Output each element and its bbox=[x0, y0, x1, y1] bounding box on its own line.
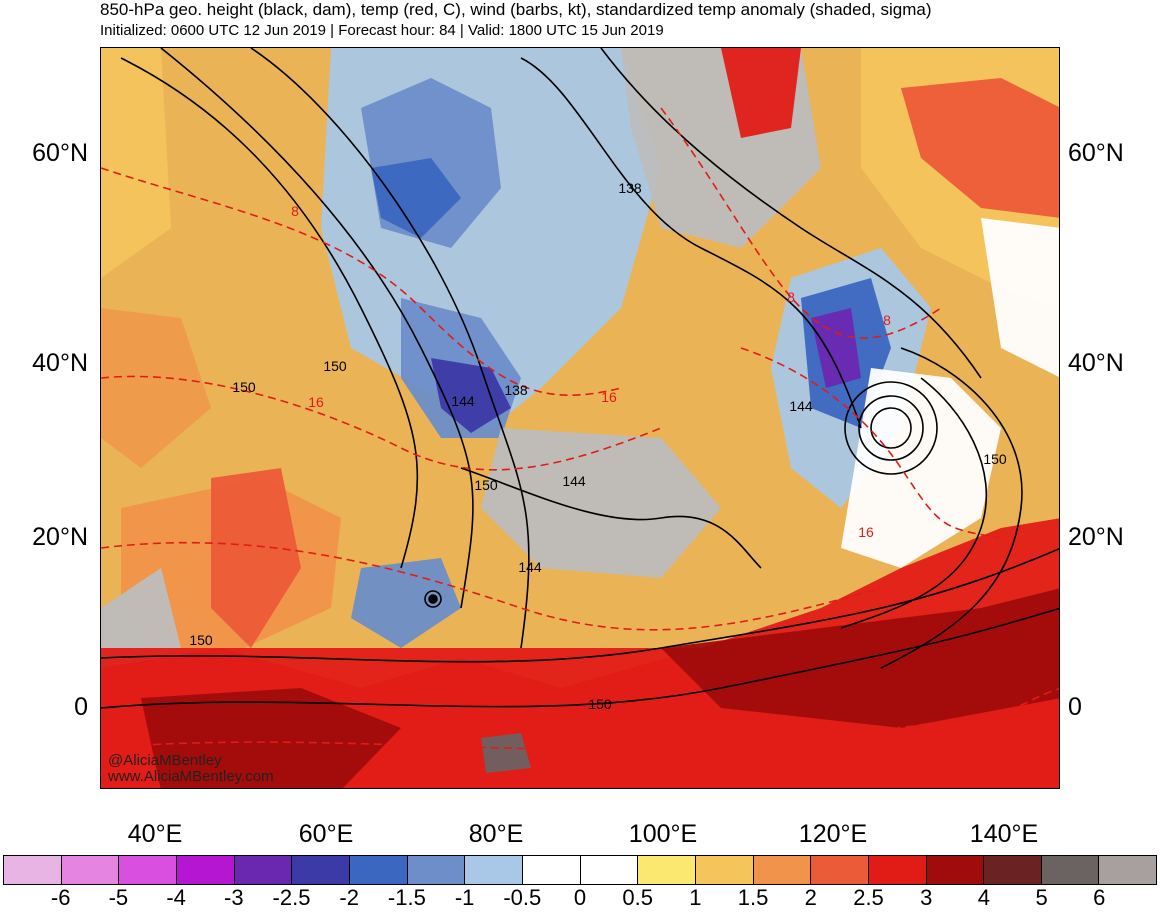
colorbar-label: 4 bbox=[977, 885, 991, 910]
colorbar-box bbox=[61, 856, 120, 884]
temp-contour-label: 16 bbox=[601, 389, 617, 405]
colorbar-box bbox=[753, 856, 812, 884]
lat-label: 60°N bbox=[32, 139, 88, 167]
lon-label: 80°E bbox=[468, 820, 524, 848]
colorbar-box bbox=[234, 856, 293, 884]
colorbar-box bbox=[465, 856, 523, 884]
colorbar-label: 2.5 bbox=[853, 885, 884, 910]
temp-contours bbox=[101, 107, 1059, 751]
height-contour-label: 150 bbox=[983, 451, 1007, 467]
anomaly-shading bbox=[101, 48, 1059, 788]
lat-label: 20°N bbox=[32, 523, 88, 551]
colorbar-label: -4 bbox=[166, 885, 186, 910]
colorbar-box bbox=[580, 856, 639, 884]
colorbar-box bbox=[695, 856, 754, 884]
colorbar-label: -1 bbox=[454, 885, 475, 910]
lat-label: 40°N bbox=[1068, 349, 1124, 377]
colorbar-label: 5 bbox=[1035, 885, 1048, 910]
height-contour-label: 144 bbox=[451, 393, 475, 409]
colorbar-label: 6 bbox=[1093, 885, 1106, 910]
temp-contour-label: 16 bbox=[858, 524, 874, 540]
colorbar-box bbox=[1041, 856, 1100, 884]
colorbar-label: 0 bbox=[573, 885, 587, 910]
colorbar-label: -6 bbox=[50, 885, 71, 910]
colorbar-label: -2.5 bbox=[272, 885, 311, 910]
colorbar-box bbox=[984, 856, 1042, 884]
height-contour-label: 138 bbox=[618, 180, 642, 196]
height-contour-label: 138 bbox=[504, 382, 528, 398]
temp-contour-label: 8 bbox=[291, 203, 299, 219]
colorbar-box bbox=[176, 856, 235, 884]
height-contour-label: 144 bbox=[789, 398, 813, 414]
temp-contour-label: 16 bbox=[308, 394, 324, 410]
colorbar-label: -5 bbox=[108, 885, 129, 910]
colorbar-label: 1.5 bbox=[737, 885, 769, 910]
colorbar-box bbox=[4, 856, 62, 884]
lon-label: 100°E bbox=[628, 820, 698, 848]
colorbar-box bbox=[1099, 856, 1157, 884]
height-contours bbox=[101, 48, 1059, 709]
map-subtitle: Initialized: 0600 UTC 12 Jun 2019 | Fore… bbox=[100, 22, 664, 39]
credit-handle: @AliciaMBentley bbox=[108, 752, 222, 769]
colorbar-box bbox=[522, 856, 581, 884]
map-title: 850-hPa geo. height (black, dam), temp (… bbox=[100, 0, 932, 19]
height-contour-label: 144 bbox=[518, 559, 542, 575]
height-contour-label: 144 bbox=[562, 473, 586, 489]
height-contour-label: 150 bbox=[323, 358, 347, 374]
colorbar-box bbox=[638, 856, 696, 884]
colorbar-box bbox=[119, 856, 177, 884]
credit-url: www.AliciaMBentley.com bbox=[108, 768, 274, 785]
height-contour-label: 150 bbox=[588, 696, 612, 712]
lat-label: 20°N bbox=[1068, 523, 1124, 551]
colorbar-box bbox=[868, 856, 927, 884]
colorbar-label: -0.5 bbox=[503, 885, 542, 910]
height-contour-label: 150 bbox=[189, 632, 213, 648]
colorbar-label: 0.5 bbox=[622, 885, 653, 910]
lat-label: 60°N bbox=[1068, 139, 1124, 167]
colorbar-label: 3 bbox=[920, 885, 933, 910]
temp-contour-label: 8 bbox=[787, 289, 795, 305]
lat-label: 0 bbox=[74, 693, 88, 721]
colorbar-box bbox=[926, 856, 985, 884]
colorbar-label: 1 bbox=[689, 885, 702, 910]
lat-label: 40°N bbox=[32, 349, 88, 377]
colorbar-box bbox=[811, 856, 869, 884]
height-contour-label: 150 bbox=[474, 477, 498, 493]
lon-label: 120°E bbox=[798, 820, 868, 848]
lat-label: 0 bbox=[1068, 693, 1082, 721]
lon-label: 140°E bbox=[969, 820, 1039, 848]
lon-label: 40°E bbox=[127, 820, 183, 848]
colorbar-box bbox=[407, 856, 466, 884]
colorbar-label: -2 bbox=[339, 885, 359, 910]
weather-map bbox=[100, 47, 1060, 789]
colorbar-box bbox=[349, 856, 408, 884]
lon-label: 60°E bbox=[298, 820, 354, 848]
temp-contour-label: 8 bbox=[883, 312, 891, 328]
height-contour-label: 150 bbox=[232, 379, 256, 395]
colorbar-label: -1.5 bbox=[387, 885, 426, 910]
colorbar-box bbox=[292, 856, 350, 884]
colorbar-label: -3 bbox=[224, 885, 244, 910]
colorbar-label: 2 bbox=[804, 885, 817, 910]
colorbar bbox=[3, 855, 1157, 885]
